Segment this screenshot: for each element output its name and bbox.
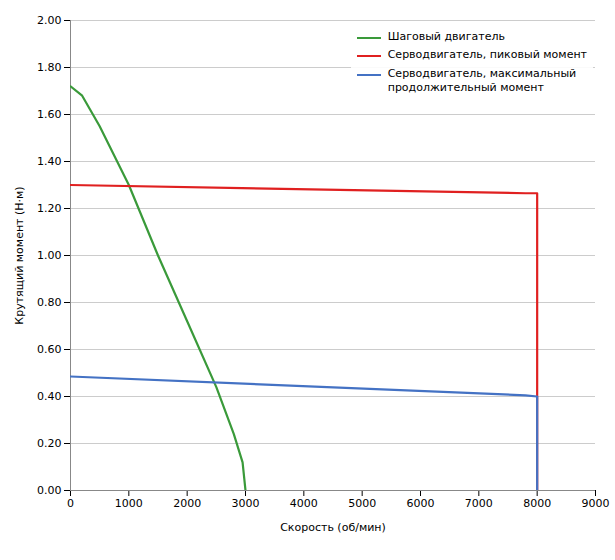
svg-text:0.40: 0.40 — [37, 390, 62, 403]
svg-text:0.20: 0.20 — [37, 437, 62, 450]
html-text:Шаговый двигатель: Шаговый двигатель — [387, 30, 505, 43]
svg-text:5000: 5000 — [348, 497, 376, 510]
svg-text:0.80: 0.80 — [37, 296, 62, 309]
svg-text:Скорость (об/мин): Скорость (об/мин) — [280, 521, 386, 534]
svg-text:4000: 4000 — [290, 497, 318, 510]
svg-text:7000: 7000 — [465, 497, 493, 510]
svg-text:8000: 8000 — [523, 497, 551, 510]
svg-text:1.80: 1.80 — [37, 61, 62, 74]
svg-text:9000: 9000 — [582, 497, 610, 510]
svg-text:Крутящий момент (Н·м): Крутящий момент (Н·м) — [13, 186, 26, 324]
svg-text:2000: 2000 — [173, 497, 201, 510]
svg-text:3000: 3000 — [232, 497, 260, 510]
html-text:Серводвигатель, максимальный п: Серводвигатель, максимальный продолжител… — [387, 66, 577, 94]
svg-text:1.40: 1.40 — [37, 155, 62, 168]
svg-text:1.20: 1.20 — [37, 202, 62, 215]
html-text:Серводвигатель, пиковый момент: Серводвигатель, пиковый момент — [387, 48, 587, 62]
svg-text:1000: 1000 — [115, 497, 143, 510]
svg-text:0: 0 — [67, 497, 74, 510]
svg-text:2.00: 2.00 — [37, 14, 62, 27]
svg-text:1.00: 1.00 — [37, 249, 62, 262]
svg-text:1.60: 1.60 — [37, 108, 62, 121]
svg-text:0.00: 0.00 — [37, 484, 62, 497]
svg-text:6000: 6000 — [407, 497, 435, 510]
svg-text:0.60: 0.60 — [37, 343, 62, 356]
